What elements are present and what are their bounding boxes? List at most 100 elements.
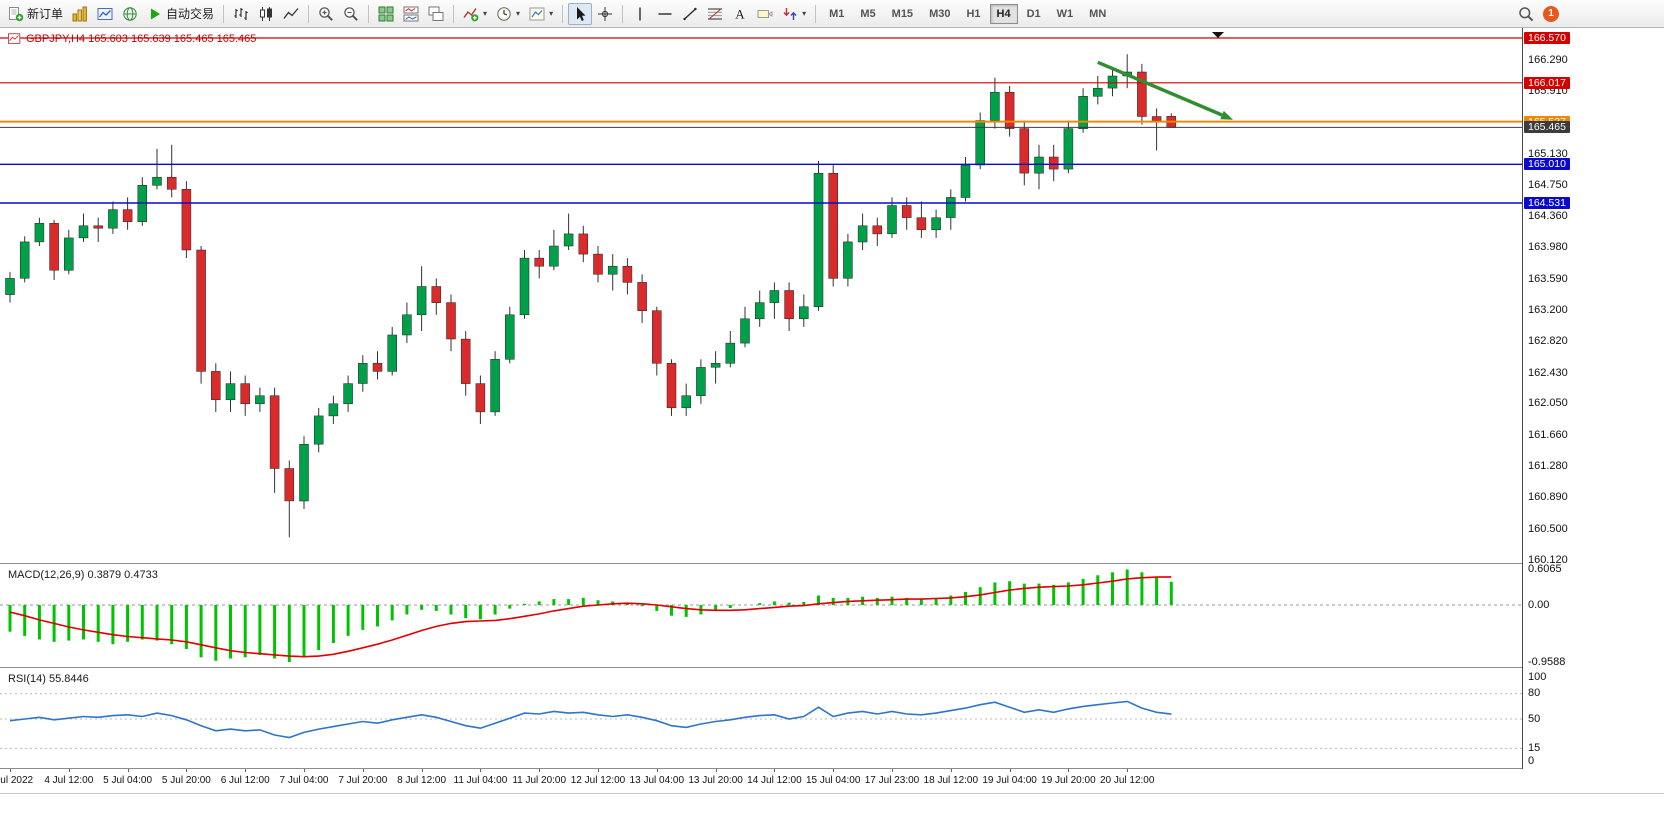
vertical-line-button[interactable] (628, 3, 652, 25)
macd-scale-tick: 0.6065 (1528, 562, 1562, 575)
time-label: 7 Jul 20:00 (338, 775, 388, 786)
zoom-in-button[interactable] (314, 3, 338, 25)
text-label-button[interactable] (753, 3, 777, 25)
timeframe-m1-button[interactable]: M1 (829, 7, 845, 20)
tile-icon (378, 6, 394, 22)
new-order-button[interactable]: 新订单 (4, 3, 67, 25)
charts-button[interactable] (68, 3, 92, 25)
text-button[interactable]: A (728, 3, 752, 25)
time-tick (10, 769, 11, 772)
time-tick (186, 769, 188, 772)
horizontal-line-button[interactable] (653, 3, 677, 25)
bar-chart-button[interactable] (229, 3, 253, 25)
label-icon (757, 6, 773, 22)
time-tick (68, 769, 70, 772)
price-tick: 165.130 (1528, 148, 1568, 160)
time-label: 20 Jul 12:00 (1099, 775, 1155, 786)
price-tick: 162.430 (1528, 366, 1568, 379)
price-tick: 160.890 (1528, 491, 1568, 504)
panel-separator[interactable] (0, 667, 1664, 668)
line-chart-button[interactable] (279, 3, 303, 25)
time-tick (1127, 769, 1129, 772)
template-icon (529, 6, 545, 22)
chevron-down-icon: ▾ (802, 9, 807, 18)
price-tick: 161.660 (1528, 428, 1568, 441)
price-tick: 163.980 (1528, 241, 1568, 254)
price-level-badge: 166.570 (1524, 32, 1570, 44)
rsi-scale-tick: 0 (1528, 754, 1535, 767)
text-icon: A (732, 6, 748, 22)
arrange-windows-button[interactable] (399, 3, 423, 25)
timeframe-mn-button[interactable]: MN (1089, 7, 1107, 20)
auto-trading-button[interactable]: 自动交易 (143, 3, 218, 25)
time-tick (539, 769, 541, 772)
timeframe-d1-button[interactable]: D1 (1026, 7, 1041, 20)
arrows-icon (782, 6, 798, 22)
price-tick: 164.750 (1528, 178, 1568, 191)
time-tick (598, 769, 599, 772)
rsi-panel[interactable] (0, 668, 1522, 768)
auto-trading-button-label: 自动交易 (166, 7, 215, 21)
notification-badge[interactable]: 1 (1543, 5, 1559, 22)
time-tick (715, 769, 717, 772)
search-icon (1518, 6, 1534, 22)
tile-windows-button[interactable] (374, 3, 398, 25)
price-axis[interactable]: 166.290 165.910 165.130 164.750 164.360 163.9… (1522, 28, 1664, 793)
zoom-in-icon (318, 6, 334, 22)
time-tick (245, 769, 247, 772)
templates-button[interactable]: ▾ (525, 3, 557, 25)
chevron-down-icon: ▾ (483, 9, 488, 18)
timeframe-h1-button[interactable]: H1 (966, 7, 981, 20)
rsi-scale-tick: 15 (1528, 741, 1541, 754)
crosshair-button[interactable] (593, 3, 617, 25)
timeframe-m15-button[interactable]: M15 (891, 7, 914, 20)
fibonacci-button[interactable] (703, 3, 727, 25)
chart-mini-icon (8, 32, 22, 51)
time-label: 12 Jul 12:00 (570, 775, 626, 786)
timeframe-m5-button[interactable]: M5 (860, 7, 876, 20)
timeframe-w1-button[interactable]: W1 (1056, 7, 1074, 20)
time-tick (833, 769, 835, 772)
candlestick-chart-button[interactable] (254, 3, 278, 25)
macd-indicator-label: MACD(12,26,9) 0.3879 0.4733 (8, 569, 158, 581)
toolbar-separator (562, 4, 564, 23)
time-label: 11 Jul 20:00 (512, 775, 567, 786)
price-tick: 160.120 (1528, 553, 1568, 566)
time-label: 15 Jul 04:00 (805, 775, 861, 786)
price-tick: 166.290 (1528, 54, 1568, 67)
macd-panel[interactable] (0, 564, 1522, 667)
zoom-out-button[interactable] (339, 3, 363, 25)
scroll-to-end-marker (1212, 32, 1224, 38)
toolbar-separator (368, 4, 370, 23)
cascade-windows-button[interactable] (424, 3, 448, 25)
toolbar-groups: 新订单 自动交易 ▾ ▾ ▾ A ▾ (4, 2, 810, 25)
time-label: 7 Jul 04:00 (279, 775, 329, 786)
svg-text:A: A (735, 6, 745, 21)
time-label: 4 Jul 12:00 (44, 775, 94, 786)
indicators-button[interactable]: ▾ (459, 3, 491, 25)
time-axis[interactable]: 3 Jul 2022 4 Jul 12:00 5 Jul 04:00 5 Jul 20… (0, 769, 1664, 793)
new-order-icon (8, 6, 24, 22)
rsi-scale-tick: 50 (1528, 712, 1541, 725)
trendline-icon (682, 6, 698, 22)
periods-button[interactable]: ▾ (492, 3, 524, 25)
panel-separator[interactable] (0, 563, 1664, 564)
trendline-button[interactable] (678, 3, 702, 25)
timeframe-m30-button[interactable]: M30 (929, 7, 951, 20)
navigator-button[interactable] (118, 3, 142, 25)
rsi-scale-tick: 100 (1528, 670, 1547, 683)
market-watch-button[interactable] (93, 3, 117, 25)
rsi-scale-tick: 80 (1528, 687, 1541, 700)
arrows-button[interactable]: ▾ (778, 3, 810, 25)
play-icon (147, 6, 163, 22)
price-level-badge: 166.017 (1524, 76, 1570, 89)
toolbar-separator (223, 4, 225, 23)
search-button[interactable] (1514, 3, 1538, 25)
time-tick (127, 769, 129, 772)
time-label: 17 Jul 23:00 (864, 775, 920, 786)
timeframe-h4-button[interactable]: H4 (989, 3, 1018, 24)
time-tick (304, 769, 305, 772)
toolbar-separator (622, 4, 624, 23)
price-chart-canvas[interactable] (0, 28, 1522, 563)
cursor-button[interactable] (568, 2, 593, 25)
